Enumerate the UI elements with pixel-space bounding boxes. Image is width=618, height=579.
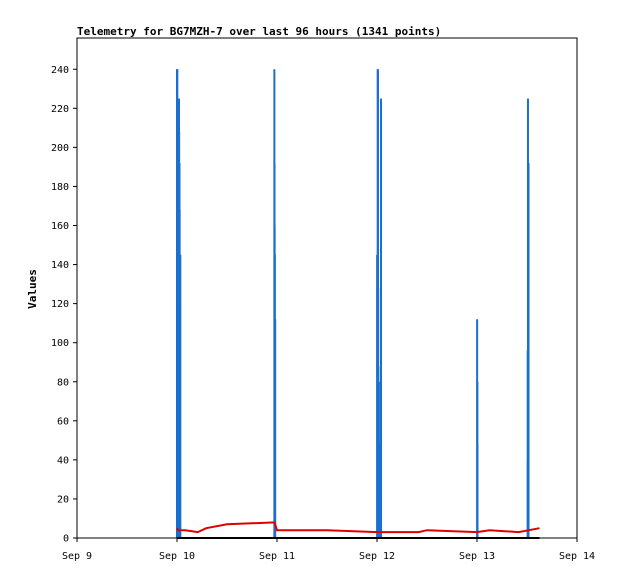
x-tick-label-3: Sep 12 (359, 551, 395, 562)
x-tick-label-4: Sep 13 (459, 551, 495, 562)
y-tick-label-180: 180 (51, 182, 69, 193)
y-tick-label-220: 220 (51, 104, 69, 115)
x-tick-label-2: Sep 11 (259, 551, 295, 562)
y-tick-label-120: 120 (51, 299, 69, 310)
y-tick-label-40: 40 (57, 455, 69, 466)
x-axis: Sep 9 Sep 10 Sep 11 Sep 12 Sep 13 Sep 14 (62, 538, 595, 562)
y-tick-label-160: 160 (51, 221, 69, 232)
bar-0-16 (179, 254, 182, 538)
y-tick-label-0: 0 (63, 534, 69, 545)
bar-0-44 (527, 163, 530, 538)
y-tick-label-80: 80 (57, 377, 69, 388)
plot-background (77, 38, 577, 538)
x-tick-label-5: Sep 14 (559, 551, 595, 562)
chart-title: Telemetry for BG7MZH-7 over last 96 hour… (77, 25, 441, 38)
bar-0-38 (476, 444, 479, 538)
y-tick-label-140: 140 (51, 260, 69, 271)
series-layer (176, 69, 540, 539)
plot-area (77, 38, 577, 538)
bar-0-28 (376, 69, 379, 538)
bar-0-22 (274, 319, 277, 538)
y-tick-label-240: 240 (51, 65, 69, 76)
y-tick-label-20: 20 (57, 494, 69, 505)
y-tick-label-200: 200 (51, 143, 69, 154)
y-tick-label-60: 60 (57, 416, 69, 427)
series-line-1 (176, 521, 540, 534)
bar-0-30 (377, 381, 380, 538)
y-axis-label: Values (26, 269, 39, 309)
y-axis: 0 20 40 60 80 100 120 140 160 180 200 220 240 (51, 65, 77, 545)
y-tick-label-100: 100 (51, 338, 69, 349)
plot-border (76, 37, 578, 539)
bar-0-35 (380, 98, 383, 538)
x-tick-label-1: Sep 10 (159, 551, 195, 562)
x-tick-label-0: Sep 9 (62, 551, 92, 562)
bar-0-3 (176, 254, 179, 538)
plot-frame (76, 37, 578, 539)
